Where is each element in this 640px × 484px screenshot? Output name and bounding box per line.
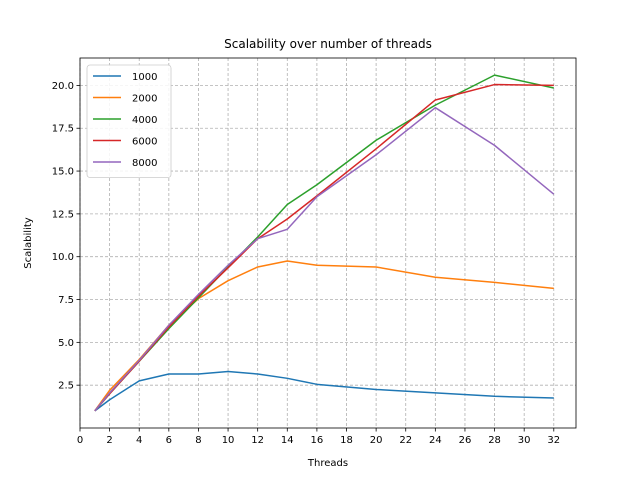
x-tick-label: 12 [251, 435, 264, 446]
chart-title: Scalability over number of threads [224, 37, 432, 51]
x-tick-label: 6 [166, 435, 172, 446]
x-tick-label: 4 [136, 435, 142, 446]
series-lines [94, 74, 555, 412]
x-tick-label: 2 [106, 435, 112, 446]
series-line-8000 [94, 106, 555, 412]
x-tick-label: 20 [370, 435, 383, 446]
series-line-1000 [94, 370, 554, 412]
legend-label-8000: 8000 [132, 158, 157, 169]
y-tick-label: 7.5 [58, 295, 74, 306]
x-tick-label: 28 [488, 435, 501, 446]
legend-label-6000: 6000 [132, 137, 157, 148]
grid [79, 58, 576, 428]
x-tick-label: 32 [547, 435, 560, 446]
y-tick-label: 20.0 [52, 81, 74, 92]
legend-label-4000: 4000 [132, 115, 157, 126]
x-tick-label: 8 [195, 435, 201, 446]
x-tick-label: 30 [518, 435, 531, 446]
legend-label-1000: 1000 [132, 72, 157, 83]
y-tick-label: 10.0 [52, 252, 74, 263]
x-tick-label: 14 [281, 435, 294, 446]
legend: 1000 2000 4000 6000 8000 [86, 64, 172, 178]
x-tick-label: 0 [77, 435, 83, 446]
x-tick-label: 16 [311, 435, 324, 446]
y-tick-label: 2.5 [58, 381, 74, 392]
y-tick-label: 17.5 [52, 124, 74, 135]
x-tick-label: 18 [340, 435, 353, 446]
y-tick-label: 15.0 [52, 167, 74, 178]
y-tick-label: 12.5 [52, 209, 74, 220]
axis-ticks: 0 2 4 6 8 10 12 14 16 18 20 22 24 26 28 30 322.55.07.510… [52, 81, 560, 446]
x-tick-label: 26 [459, 435, 472, 446]
legend-box [86, 64, 172, 178]
y-tick-label: 5.0 [58, 338, 74, 349]
series-line-2000 [94, 260, 554, 412]
y-axis-label: Scalability [23, 217, 34, 268]
plot-frame [79, 57, 577, 429]
legend-label-2000: 2000 [132, 94, 157, 105]
x-axis-label: Threads [307, 458, 348, 469]
x-tick-label: 24 [429, 435, 442, 446]
x-tick-label: 22 [399, 435, 412, 446]
x-tick-label: 10 [222, 435, 235, 446]
